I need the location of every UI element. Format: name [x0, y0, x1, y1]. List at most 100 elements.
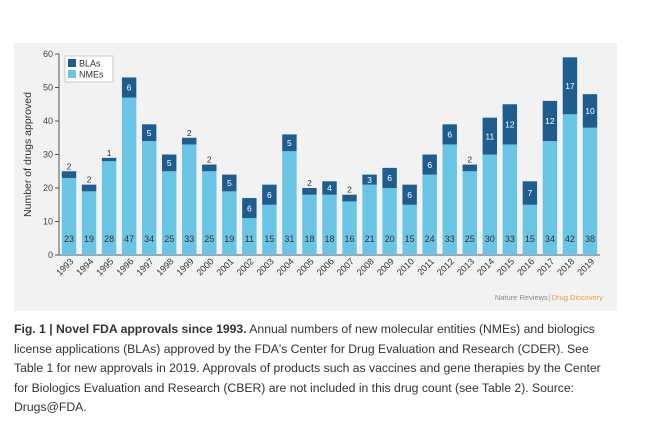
bar-nmes-2009 — [382, 188, 397, 255]
bla-value-label: 17 — [565, 81, 575, 91]
bar-blas-1995 — [101, 157, 117, 162]
x-tick-label: 1995 — [94, 256, 115, 277]
y-tick-label: 20 — [43, 183, 53, 193]
x-tick-label: 1993 — [54, 256, 75, 277]
bar-nmes-1995 — [101, 161, 117, 255]
bar-nmes-2006 — [322, 194, 337, 255]
bla-value-label: 2 — [307, 178, 312, 188]
x-tick-label: 2010 — [395, 256, 416, 277]
bar-blas-2001 — [222, 174, 237, 192]
bar-nmes-1999 — [182, 144, 197, 255]
bla-value-label: 6 — [407, 190, 412, 200]
x-tick-label: 2001 — [214, 256, 235, 277]
x-tick-label: 2003 — [255, 256, 276, 277]
bar-blas-1996 — [121, 77, 137, 98]
x-tick-label: 1997 — [134, 256, 155, 277]
bar-blas-2000 — [202, 164, 217, 172]
y-axis-title: Number of drugs approved — [22, 92, 34, 217]
bar-blas-2018 — [562, 57, 578, 115]
bar-blas-2008 — [362, 174, 377, 185]
y-tick-label: 40 — [43, 116, 53, 126]
nme-value-label: 18 — [304, 234, 314, 244]
x-tick-label: 2008 — [355, 256, 376, 277]
bar-blas-2019 — [582, 94, 598, 128]
nme-value-label: 30 — [485, 234, 495, 244]
caption-lead: Fig. 1 | Novel FDA approvals since 1993. — [14, 322, 247, 336]
bar-nmes-2004 — [282, 151, 297, 255]
bar-nmes-2003 — [262, 204, 277, 255]
nme-value-label: 33 — [505, 234, 515, 244]
nme-value-label: 21 — [365, 234, 375, 244]
nme-value-label: 11 — [245, 234, 254, 244]
nme-value-label: 20 — [385, 234, 395, 244]
bla-value-label: 6 — [427, 160, 432, 170]
x-tick-label: 2015 — [495, 256, 516, 277]
bar-nmes-2017 — [542, 141, 558, 255]
bla-value-label: 5 — [167, 158, 172, 168]
x-tick-label: 2009 — [375, 256, 396, 277]
bar-blas-2017 — [542, 100, 558, 142]
x-tick-label: 2016 — [515, 256, 536, 277]
bar-nmes-2007 — [342, 201, 357, 255]
bla-value-label: 2 — [467, 155, 472, 165]
nme-value-label: 25 — [204, 234, 214, 244]
y-tick-label: 0 — [48, 250, 53, 260]
nme-value-label: 33 — [184, 234, 194, 244]
legend-swatch-nmes — [68, 70, 76, 78]
bla-value-label: 6 — [447, 130, 452, 140]
figure-caption: Fig. 1 | Novel FDA approvals since 1993.… — [14, 320, 614, 418]
bla-value-label: 6 — [247, 203, 252, 213]
bla-value-label: 2 — [347, 185, 352, 195]
bar-blas-2016 — [522, 181, 538, 205]
credit-subtitle: Drug Discovery — [551, 293, 603, 302]
bar-blas-2012 — [442, 124, 457, 145]
bla-value-label: 10 — [585, 106, 595, 116]
bar-blas-2003 — [262, 184, 277, 205]
bla-value-label: 6 — [267, 190, 272, 200]
nme-value-label: 24 — [425, 234, 435, 244]
nme-value-label: 23 — [64, 234, 74, 244]
bla-value-label: 2 — [187, 128, 192, 138]
x-tick-label: 2000 — [194, 256, 215, 277]
bar-nmes-2010 — [402, 204, 417, 255]
bla-value-label: 6 — [387, 173, 392, 183]
bar-blas-2007 — [342, 194, 357, 202]
x-tick-label: 2006 — [315, 256, 336, 277]
figure-panel: 0 10 20 30 40 50 60 Number of drugs approved 23… — [14, 43, 617, 311]
bar-nmes-2018 — [562, 114, 578, 255]
bar-nmes-2013 — [462, 171, 477, 255]
bar-nmes-1994 — [81, 191, 97, 255]
bla-value-label: 12 — [545, 116, 555, 126]
bar-blas-2004 — [282, 134, 297, 152]
legend-label-nmes: NMEs — [79, 70, 104, 80]
bla-value-label: 5 — [287, 138, 292, 148]
bar-blas-2005 — [302, 188, 317, 195]
bla-value-label: 4 — [327, 183, 332, 193]
bla-value-label: 7 — [528, 188, 533, 198]
x-tick-label: 1999 — [174, 256, 195, 277]
bar-nmes-2015 — [502, 144, 518, 255]
bar-blas-2014 — [482, 117, 498, 155]
nme-value-label: 28 — [104, 234, 114, 244]
bla-value-label: 2 — [67, 161, 72, 171]
bar-nmes-2019 — [582, 127, 598, 255]
credit-source: Nature Reviews — [494, 293, 548, 302]
bar-blas-1999 — [182, 137, 197, 145]
bar-nmes-1996 — [121, 97, 137, 255]
nme-value-label: 38 — [585, 234, 595, 244]
x-tick-label: 1994 — [74, 256, 95, 277]
bar-nmes-2005 — [302, 194, 317, 255]
nme-value-label: 33 — [445, 234, 455, 244]
x-tick-label: 2004 — [275, 256, 296, 277]
y-tick-label: 50 — [43, 83, 53, 93]
bla-value-label: 11 — [485, 131, 494, 141]
nme-value-label: 15 — [405, 234, 415, 244]
nme-value-label: 16 — [345, 234, 355, 244]
x-tick-label: 2019 — [575, 256, 596, 277]
bar-nmes-1993 — [61, 177, 77, 255]
bar-nmes-2008 — [362, 184, 377, 255]
x-tick-label: 2002 — [235, 256, 256, 277]
bar-blas-2006 — [322, 181, 337, 195]
nme-value-label: 31 — [284, 234, 294, 244]
